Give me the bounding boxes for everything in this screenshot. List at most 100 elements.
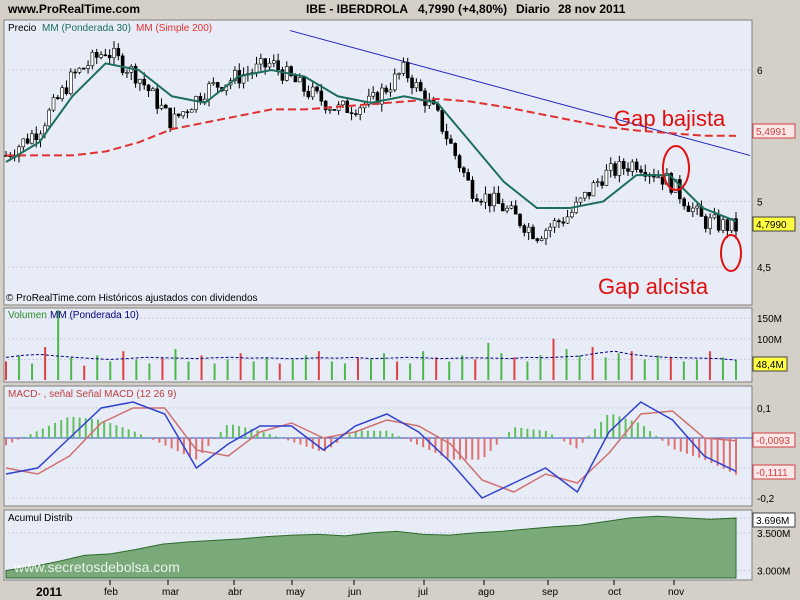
candle-body [164,104,168,109]
candle-body [405,61,410,79]
macd-signal-line [5,407,737,493]
candle-body [583,192,587,199]
candle-body [500,203,505,212]
candle-body [621,160,626,169]
candle-body [492,192,496,207]
candle-body [189,109,194,113]
ma200-line [6,97,737,157]
last-price-box [752,216,796,232]
candle-body [51,97,56,111]
candle-body [673,179,678,193]
y-tick-label: -0,2 [757,494,775,505]
candle-body [475,198,479,202]
candle-body [259,58,263,65]
candle-body [328,109,332,111]
month-label-oct: oct [608,587,622,598]
candle-body [99,54,103,58]
watermark: www.secretosdebolsa.com [13,559,180,575]
y-tick-label: 6 [757,66,763,77]
candle-body [397,73,401,75]
acum-last-box [752,512,796,528]
month-label-nov: nov [668,587,684,598]
acum-area [5,515,737,579]
macd-value-box-text: -0,1111 [756,468,788,479]
candle-body [600,181,604,186]
candle-body [479,200,483,203]
ma200-price-box-text: 5,4991 [756,127,787,138]
candle-body [721,219,725,231]
ma200-legend: MM (Simple 200) [136,23,212,34]
candle-body [522,225,527,233]
candle-body [103,54,108,57]
candle-body [181,111,185,117]
candle-body [634,161,639,170]
ma30-line [5,62,737,223]
candle-body [712,214,717,219]
candle-body [716,214,721,231]
volume-ma-line [5,350,737,361]
candle-body [73,71,77,74]
candle-body [56,97,60,100]
candle-body [30,133,34,144]
candle-body [211,82,216,85]
candle-body [444,131,449,140]
candle-body [272,60,276,64]
site-label[interactable]: www.ProRealTime.com [8,2,141,16]
candle-body [349,112,354,114]
candle-body [185,111,190,114]
candle-body [341,100,345,106]
macd-signal-box [752,432,796,448]
candle-body [155,88,159,109]
candle-body [310,86,315,98]
candle-body [293,75,298,83]
candle-body [449,138,453,144]
macd-line [5,401,737,499]
candle-body [116,48,121,57]
candle-body [90,52,95,67]
candle-body [565,216,570,224]
date-label: 28 nov 2011 [558,2,626,16]
candle-body [64,87,69,94]
price-panel [3,19,753,306]
price-legend-label: Precio [8,23,37,34]
candle-body [77,67,82,73]
price-footer: © ProRealTime.com Históricos ajustados c… [6,293,258,304]
y-tick-label: 3.500M [757,529,790,540]
candle-body [526,226,531,233]
annotation-gap-alcista: Gap alcista [598,274,709,299]
candle-body [466,172,470,181]
month-label-jun: jun [347,587,361,598]
candle-body [414,82,419,89]
candle-body [133,65,138,84]
acum-last-box-text: 3.696M [756,516,789,527]
candle-body [194,96,198,110]
candle-body [418,82,423,92]
candle-body [392,73,397,91]
candle-body [531,226,535,240]
candle-body [254,63,259,73]
candle-body [557,220,561,223]
candle-body [423,90,427,106]
candle-body [388,89,393,93]
candle-body [617,160,622,176]
period-label: Diario [516,2,551,16]
candle-body [604,169,609,186]
candle-body [630,161,635,172]
candle-body [172,113,177,129]
candle-body [60,87,64,100]
candle-body [233,70,237,82]
candle-body [21,138,26,148]
candle-body [686,205,691,212]
candle-body [505,207,509,212]
candle-body [518,213,522,226]
candle-body [241,74,246,84]
candle-body [535,238,540,241]
year-label: 2011 [36,585,62,599]
candle-body [319,90,324,102]
candle-body [159,104,164,109]
candle-body [176,113,181,117]
candle-body [695,205,699,209]
y-tick-label: 4,5 [757,263,771,274]
month-label-mar: mar [162,587,180,598]
